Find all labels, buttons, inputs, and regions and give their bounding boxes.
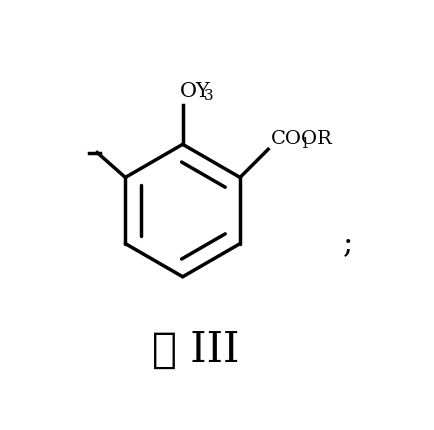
Text: 3: 3 xyxy=(204,89,214,103)
Text: COOR: COOR xyxy=(271,130,333,148)
Text: ;: ; xyxy=(343,228,353,259)
Text: 式 III: 式 III xyxy=(152,329,240,371)
Text: OY: OY xyxy=(179,82,210,101)
Text: 1: 1 xyxy=(300,137,309,150)
